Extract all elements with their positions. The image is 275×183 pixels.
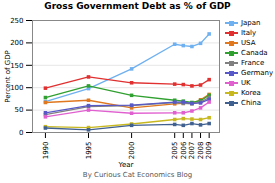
svg-text:2007: 2007 bbox=[188, 142, 196, 160]
html-text:France: France bbox=[241, 59, 265, 67]
svg-text:1990: 1990 bbox=[42, 142, 50, 160]
svg-text:200: 200 bbox=[10, 39, 23, 47]
svg-text:0: 0 bbox=[19, 129, 23, 137]
html-text:USA: USA bbox=[241, 39, 256, 47]
svg-text:2005: 2005 bbox=[171, 142, 179, 160]
html-text:Japan: Japan bbox=[241, 19, 261, 27]
svg-text:100: 100 bbox=[10, 83, 24, 92]
html-text:China: China bbox=[241, 99, 261, 107]
svg-text:2006: 2006 bbox=[180, 141, 188, 159]
html-text:Canada: Canada bbox=[241, 49, 268, 57]
svg-text:Year: Year bbox=[118, 161, 134, 169]
html-text:UK: UK bbox=[241, 79, 251, 87]
svg-text:1995: 1995 bbox=[85, 142, 93, 160]
svg-text:50: 50 bbox=[15, 106, 24, 114]
html-text:Korea: Korea bbox=[241, 89, 261, 97]
html-text:Italy: Italy bbox=[241, 29, 257, 37]
html-text:By Curious Cat Economics Blog: By Curious Cat Economics Blog bbox=[82, 171, 193, 179]
svg-text:Percent of GDP: Percent of GDP bbox=[4, 50, 12, 103]
html-text:Germany: Germany bbox=[241, 69, 274, 77]
svg-text:150: 150 bbox=[10, 61, 24, 70]
svg-text:2000: 2000 bbox=[128, 142, 136, 160]
svg-text:2008: 2008 bbox=[197, 142, 205, 160]
svg-text:2009: 2009 bbox=[205, 142, 213, 160]
html-text:Gross Government Debt as % of: Gross Government Debt as % of GDP bbox=[44, 1, 231, 11]
svg-text:250: 250 bbox=[10, 17, 23, 25]
